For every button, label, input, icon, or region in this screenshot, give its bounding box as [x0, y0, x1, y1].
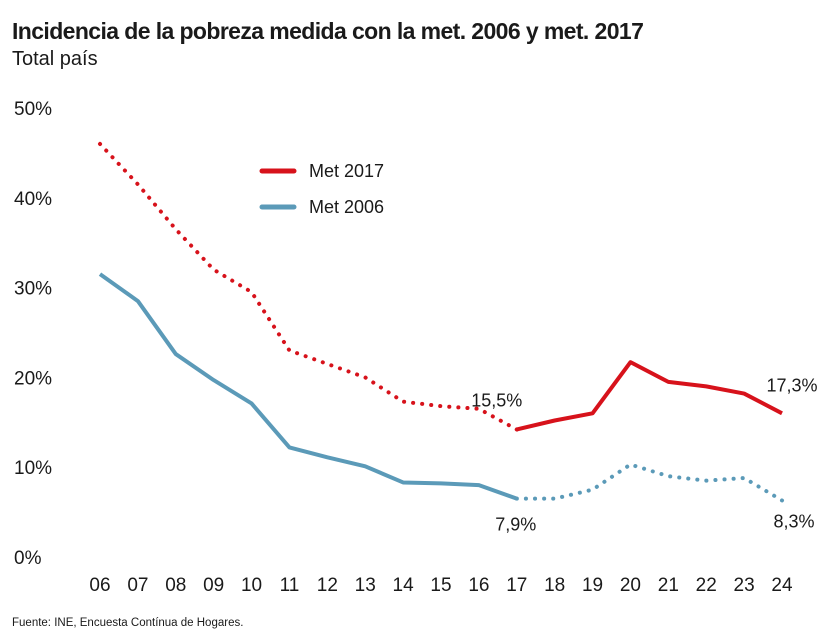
data-label: 17,3%: [766, 375, 817, 395]
series-lines: [98, 141, 784, 503]
data-label: 8,3%: [773, 511, 814, 531]
chart-subtitle: Total país: [12, 48, 98, 70]
y-tick-label: 50%: [14, 99, 52, 120]
x-tick-label: 22: [696, 575, 717, 596]
x-tick-label: 14: [393, 575, 415, 596]
x-tick-label: 19: [582, 575, 603, 596]
x-tick-label: 11: [280, 575, 300, 596]
x-tick-label: 08: [165, 575, 186, 596]
source-note: Fuente: INE, Encuesta Contínua de Hogare…: [12, 617, 244, 629]
y-tick-label: 40%: [14, 189, 52, 210]
x-tick-label: 21: [658, 575, 679, 596]
x-tick-label: 20: [620, 575, 641, 596]
x-tick-label: 06: [89, 575, 110, 596]
legend: Met 2017 Met 2006: [259, 161, 384, 217]
x-tick-label: 16: [468, 575, 489, 596]
y-tick-label: 10%: [14, 458, 52, 479]
legend-label: Met 2017: [309, 161, 384, 181]
y-tick-label: 30%: [14, 279, 52, 300]
series-line-1-part-2: [514, 462, 784, 503]
y-tick-label: 20%: [14, 368, 52, 389]
data-label: 7,9%: [495, 515, 536, 535]
series-line-1-part-1: [98, 272, 518, 501]
legend-label: Met 2006: [309, 197, 384, 217]
x-tick-label: 07: [127, 575, 148, 596]
series-line-0-part-2: [516, 360, 783, 432]
x-tick-label: 09: [203, 575, 224, 596]
x-tick-label: 13: [355, 575, 376, 596]
x-tick-label: 10: [241, 575, 262, 596]
chart-title: Incidencia de la pobreza medida con la m…: [12, 18, 644, 44]
x-tick-label: 12: [317, 575, 338, 596]
y-tick-label: 0%: [14, 548, 42, 569]
series-line-0-part-1: [98, 141, 519, 432]
data-labels: 15,5% 17,3% 7,9% 8,3%: [471, 375, 817, 534]
data-label: 15,5%: [471, 390, 522, 410]
x-tick-label: 24: [771, 575, 793, 596]
x-tick-label: 18: [544, 575, 565, 596]
x-tick-label: 15: [430, 575, 451, 596]
x-tick-label: 17: [506, 575, 527, 596]
x-axis: 06 07 08 09 10 11 12 13 14 15 16 17 18 19 20 21 22 23 24: [89, 575, 793, 596]
y-axis: 0% 10% 20% 30% 40% 50%: [14, 99, 52, 569]
x-tick-label: 23: [734, 575, 755, 596]
